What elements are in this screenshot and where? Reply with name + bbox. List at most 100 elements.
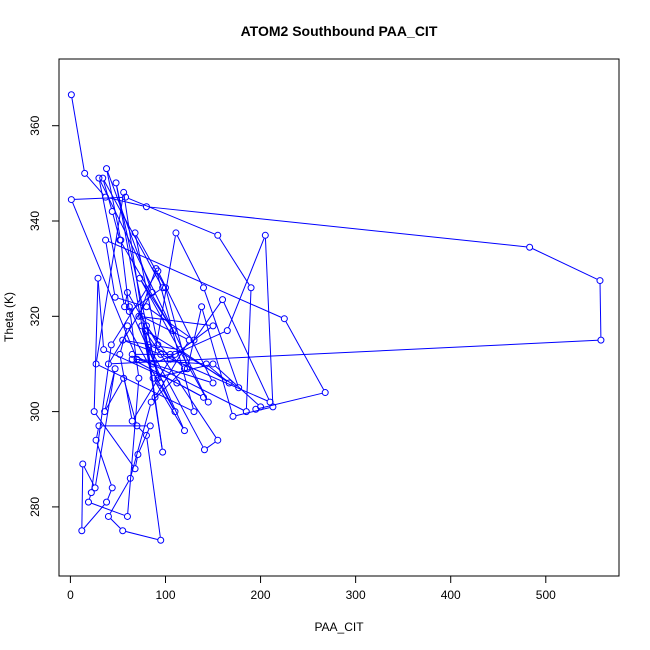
data-point [154, 374, 162, 382]
series-line-segment [156, 271, 194, 409]
series-line-segment [258, 392, 323, 409]
data-point [176, 346, 184, 354]
data-point [121, 303, 129, 311]
series-line-segment [223, 302, 270, 400]
data-point [123, 512, 131, 520]
series-line-segment [81, 467, 84, 528]
series-line-segment [105, 243, 116, 295]
data-point [104, 512, 112, 520]
data-point [142, 327, 150, 335]
data-point [147, 398, 155, 406]
data-point [200, 284, 208, 292]
data-point [190, 336, 198, 344]
series-line-segment [219, 237, 250, 286]
data-point [173, 379, 181, 387]
data-point [78, 527, 86, 535]
series-line-segment [149, 347, 204, 448]
series-line-segment [158, 273, 213, 381]
data-point [102, 193, 110, 201]
series-line-segment [140, 280, 208, 400]
data-point [209, 322, 217, 330]
series-line-segment [116, 186, 158, 376]
data-point [171, 408, 179, 416]
series-line-segment [154, 380, 184, 429]
series-line-segment [177, 327, 211, 353]
x-tick-label: 200 [251, 588, 271, 602]
data-point [116, 236, 124, 244]
data-point [146, 422, 154, 430]
series-line-segment [86, 175, 104, 196]
data-point [242, 408, 250, 416]
data-point [204, 398, 212, 406]
data-point [99, 174, 107, 182]
data-point [198, 303, 206, 311]
data-point [81, 169, 89, 177]
data-point [223, 327, 231, 335]
data-point [148, 288, 156, 296]
data-point [108, 207, 116, 215]
y-tick-label: 340 [28, 211, 42, 231]
series-line-segment [179, 384, 201, 397]
data-point [91, 484, 99, 492]
data-point [133, 422, 141, 430]
data-point [135, 374, 143, 382]
series-line-segment [112, 273, 157, 343]
data-point [128, 417, 136, 425]
data-point [111, 293, 119, 301]
series-line-segment [153, 370, 183, 401]
y-tick-label: 280 [28, 497, 42, 517]
data-point [183, 365, 191, 373]
data-point [95, 422, 103, 430]
data-point [103, 165, 111, 173]
data-point [128, 350, 136, 358]
data-point [103, 498, 111, 506]
series-line-segment [106, 350, 175, 383]
series-line-segment [206, 441, 216, 449]
series-line-segment [93, 281, 99, 409]
data-point [161, 284, 169, 292]
series-line-segment [108, 240, 282, 318]
series-line-segment [72, 202, 137, 357]
series-line-segment [599, 283, 602, 337]
data-point [157, 536, 165, 544]
data-point [149, 374, 157, 382]
series-line-segment [149, 206, 527, 248]
data-point [125, 303, 133, 311]
series-line-segment [195, 302, 222, 338]
data-point [79, 460, 87, 468]
x-tick-label: 300 [346, 588, 366, 602]
data-point [135, 312, 143, 320]
data-point [119, 336, 127, 344]
y-tick-label: 300 [28, 401, 42, 421]
series-line-segment [91, 348, 112, 490]
data-point [214, 436, 222, 444]
data-point [108, 484, 116, 492]
data-point [229, 412, 237, 420]
series-line-segment [119, 357, 133, 418]
series-line-segment [130, 309, 184, 428]
y-tick-label: 320 [28, 306, 42, 326]
data-point [214, 231, 222, 239]
chart-title: ATOM2 Southbound PAA_CIT [241, 23, 438, 39]
data-point [597, 336, 605, 344]
series-line-segment [125, 531, 158, 540]
data-point [596, 277, 604, 285]
series-line-segment [176, 235, 203, 285]
data-point [119, 527, 127, 535]
data-point [126, 474, 134, 482]
data-point [266, 398, 274, 406]
series-line-segment [139, 359, 211, 383]
data-point [138, 312, 146, 320]
x-axis: 0 100 200 300 400 500 [67, 575, 556, 602]
data-point [84, 498, 92, 506]
data-point [101, 408, 109, 416]
series-layer [67, 91, 605, 544]
series-line-segment [116, 186, 155, 395]
data-point [219, 296, 227, 304]
data-point [280, 315, 288, 323]
series-line-segment [236, 407, 270, 417]
y-axis: 280 300 320 340 360 [28, 115, 60, 517]
data-point [138, 322, 146, 330]
series-line-segment [95, 371, 116, 485]
data-point [157, 350, 165, 358]
